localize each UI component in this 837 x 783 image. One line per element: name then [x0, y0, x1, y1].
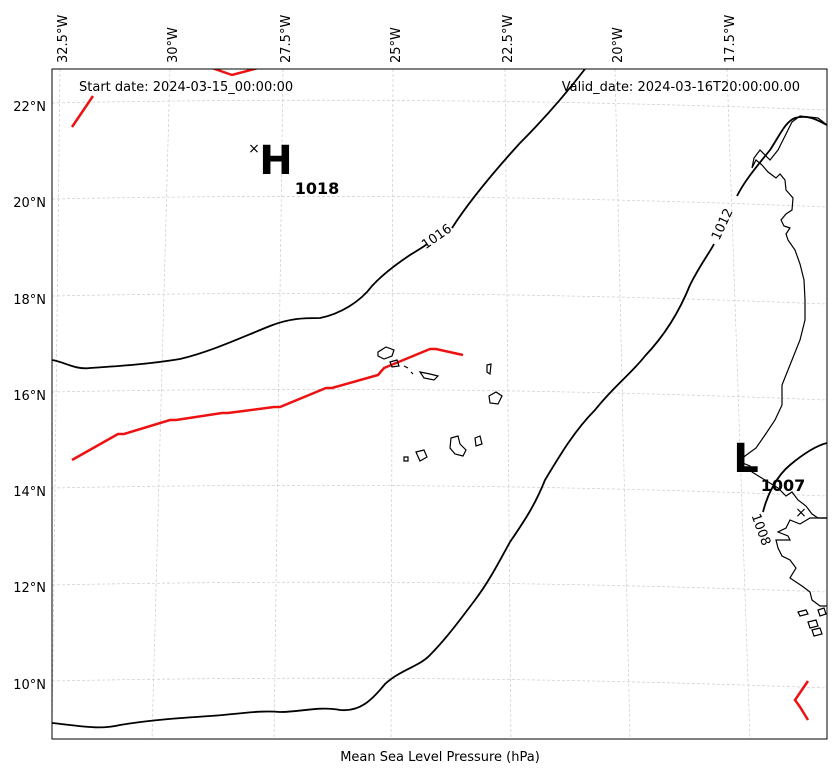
- map-frame: [51, 68, 828, 740]
- island: [797, 607, 827, 637]
- x-axis-label: Mean Sea Level Pressure (hPa): [340, 750, 540, 765]
- fronts: [70, 69, 810, 721]
- parallel-line: [52, 195, 827, 208]
- front-line: [211, 69, 260, 77]
- lat-tick-label: 14°N: [13, 485, 46, 500]
- isobars: [52, 69, 827, 729]
- island: [418, 371, 440, 381]
- lon-tick-label: 32.5°W: [56, 15, 71, 63]
- isobar-1016-line: [52, 69, 586, 370]
- island: [389, 359, 400, 368]
- latitude-tick-labels: 22°N 20°N 18°N 16°N 14°N 12°N 10°N: [13, 100, 46, 693]
- lon-tick-label: 25°W: [389, 27, 404, 63]
- low-pressure-center: L 1007 ×: [733, 436, 807, 521]
- lat-tick-label: 16°N: [13, 389, 46, 404]
- west-africa-coast: [775, 517, 827, 607]
- meridian-line: [726, 69, 751, 739]
- graticule: [52, 69, 827, 739]
- lat-tick-label: 18°N: [13, 293, 46, 308]
- island: [377, 346, 395, 360]
- front-line: [793, 680, 810, 721]
- parallel-line: [52, 581, 827, 593]
- low-center-marker-icon: ×: [795, 505, 807, 521]
- longitude-tick-labels: 32.5°W 30°W 27.5°W 25°W 22.5°W 20°W 17.5…: [56, 15, 738, 63]
- meridian-line: [52, 69, 61, 739]
- front-line: [70, 95, 95, 128]
- parallel-line: [52, 388, 827, 401]
- low-symbol: L: [733, 436, 759, 482]
- high-symbol: H: [259, 138, 292, 184]
- lon-tick-label: 20°W: [611, 27, 626, 63]
- meridian-line: [504, 69, 512, 739]
- africa-coastline: [739, 115, 827, 519]
- lon-tick-label: 17.5°W: [723, 15, 738, 63]
- meridian-line: [614, 69, 631, 739]
- parallel-line: [52, 99, 827, 111]
- parallel-line: [52, 292, 827, 305]
- high-center-marker-icon: ×: [248, 141, 260, 157]
- isobar-label-1016: 1016: [419, 221, 455, 252]
- high-pressure-value: 1018: [295, 179, 340, 198]
- island: [403, 456, 409, 462]
- island: [449, 435, 467, 457]
- high-pressure-center: × H 1018: [248, 138, 339, 198]
- island: [488, 391, 503, 405]
- parallel-line: [52, 677, 827, 689]
- isobar-label-1008: 1008: [748, 512, 773, 548]
- front-line: [71, 347, 464, 462]
- valid-date-label: Valid_date: 2024-03-16T20:00:00.00: [562, 80, 800, 95]
- island: [403, 365, 414, 375]
- lat-tick-label: 12°N: [13, 581, 46, 596]
- lat-tick-label: 20°N: [13, 196, 46, 211]
- lat-tick-label: 10°N: [13, 678, 46, 693]
- meridian-line: [151, 69, 171, 739]
- meridian-line: [390, 69, 394, 739]
- island: [474, 435, 483, 447]
- lon-tick-label: 22.5°W: [501, 15, 516, 63]
- island: [415, 449, 428, 462]
- coastlines: [377, 115, 827, 637]
- meridian-line: [273, 69, 284, 739]
- island: [486, 363, 492, 376]
- lon-tick-label: 27.5°W: [279, 15, 294, 63]
- lat-tick-label: 22°N: [13, 100, 46, 115]
- isobar-1012-line: [52, 116, 827, 729]
- lon-tick-label: 30°W: [166, 27, 181, 63]
- isobar-1008-line: [762, 442, 827, 513]
- low-pressure-value: 1007: [761, 476, 806, 495]
- parallel-line: [52, 484, 827, 497]
- start-date-label: Start date: 2024-03-15_00:00:00: [79, 80, 293, 95]
